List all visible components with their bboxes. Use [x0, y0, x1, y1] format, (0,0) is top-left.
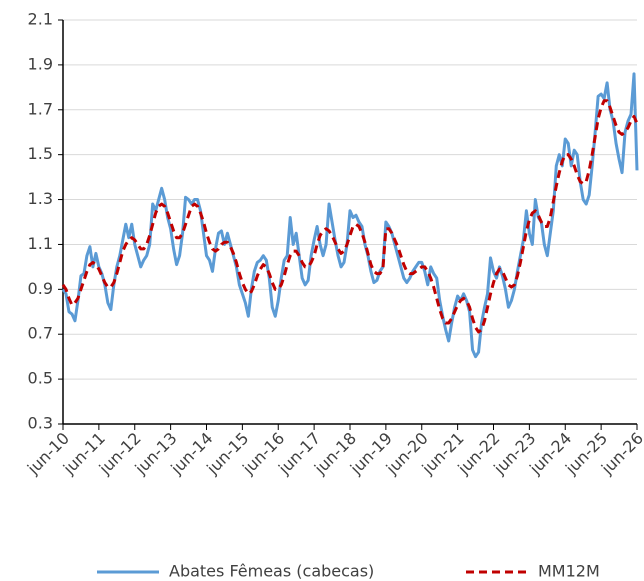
- y-tick-label: 1.5: [28, 144, 53, 163]
- series-line: [61, 99, 639, 334]
- y-tick-label: 1.1: [28, 234, 53, 253]
- legend-label: MM12M: [538, 562, 600, 581]
- y-tick-label: 1.9: [28, 54, 53, 73]
- legend-label: Abates Fêmeas (cabecas): [169, 562, 374, 581]
- y-tick-label: 0.5: [28, 369, 53, 388]
- y-tick-label: 2.1: [28, 10, 53, 29]
- y-tick-label: 0.9: [28, 279, 53, 298]
- y-tick-label: 1.3: [28, 189, 53, 208]
- y-tick-label: 1.7: [28, 99, 53, 118]
- y-tick-label: 0.3: [28, 414, 53, 433]
- y-tick-label: 0.7: [28, 324, 53, 343]
